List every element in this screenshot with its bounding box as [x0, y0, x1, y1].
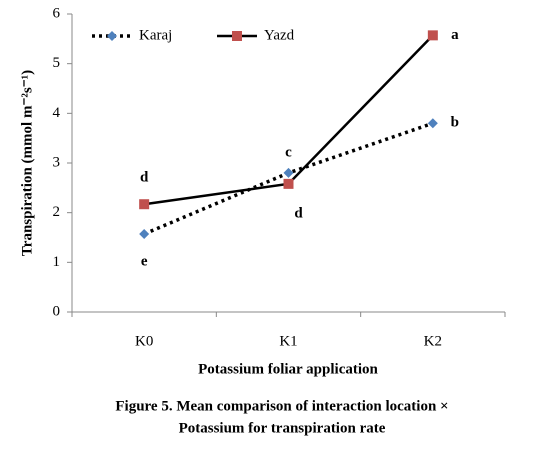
significance-letter: d — [294, 205, 303, 221]
significance-letter: a — [451, 27, 459, 43]
legend-label: Yazd — [264, 27, 295, 43]
legend-marker — [232, 31, 242, 41]
data-point — [139, 229, 150, 240]
significance-letter: d — [140, 170, 149, 186]
y-axis-label: Transpiration (mmol m⁻²s⁻¹) — [19, 70, 35, 256]
legend-marker — [107, 31, 117, 41]
significance-letter: c — [285, 144, 292, 160]
data-point — [427, 30, 438, 41]
caption: Potassium for transpiration rate — [179, 420, 386, 436]
x-tick-label: K2 — [424, 333, 442, 349]
caption: Figure 5. Mean comparison of interaction… — [115, 398, 448, 414]
data-point — [283, 178, 294, 189]
data-point — [283, 167, 294, 178]
y-tick-label: 4 — [53, 105, 61, 121]
significance-letter: b — [451, 115, 459, 131]
series-line — [143, 121, 434, 236]
significance-letter: e — [141, 253, 148, 269]
x-axis-label: Potassium foliar application — [198, 361, 378, 377]
y-tick-label: 1 — [53, 254, 61, 270]
y-tick-label: 0 — [53, 303, 61, 319]
y-tick-label: 2 — [53, 204, 61, 220]
y-tick-label: 5 — [53, 55, 61, 71]
x-tick-label: K0 — [135, 333, 153, 349]
legend-label: Karaj — [139, 27, 172, 43]
y-tick-label: 3 — [53, 154, 61, 170]
x-tick-label: K1 — [279, 333, 297, 349]
data-point — [139, 199, 150, 210]
y-tick-label: 6 — [53, 5, 61, 21]
data-point — [427, 118, 438, 129]
